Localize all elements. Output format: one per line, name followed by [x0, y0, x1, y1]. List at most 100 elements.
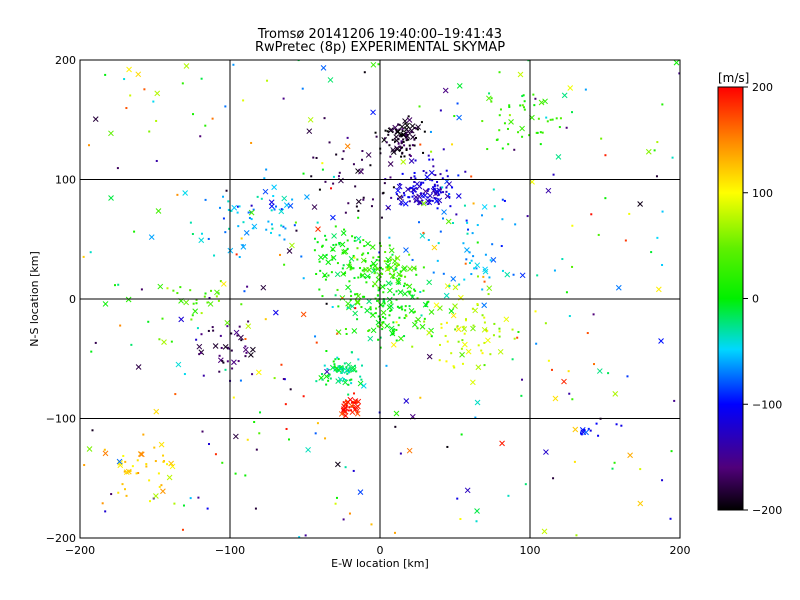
data-point-dot [236, 334, 239, 337]
data-point-dot [466, 232, 469, 235]
data-point-dot [565, 291, 568, 294]
data-point-dot [669, 517, 672, 520]
data-point-dot [392, 293, 395, 296]
data-point-dot [405, 283, 408, 286]
data-point-dot [173, 502, 176, 505]
data-point-dot [600, 137, 603, 140]
y-axis-label: N-S location [km] [28, 251, 41, 347]
data-point-dot [330, 271, 333, 274]
data-point-dot [517, 131, 520, 134]
data-point-dot [379, 244, 382, 247]
data-point-dot [467, 228, 470, 231]
data-point-dot [656, 141, 659, 144]
data-point-dot [408, 253, 411, 256]
colorbar-tick-label: −100 [752, 398, 782, 411]
data-point-dot [283, 263, 286, 266]
data-point-dot [463, 204, 466, 207]
data-point-cross [443, 292, 450, 299]
data-point-dot [207, 237, 210, 240]
data-point-cross [543, 449, 549, 455]
data-point-dot [400, 140, 403, 143]
data-point-dot [204, 292, 207, 295]
data-point-dot [189, 497, 192, 500]
data-point-dot [395, 321, 398, 324]
data-point-dot [214, 453, 217, 456]
data-point-dot [534, 310, 537, 313]
data-point-dot [325, 350, 328, 353]
data-point-dot [650, 251, 653, 254]
data-point-dot [319, 269, 322, 272]
data-point-dot [597, 434, 600, 437]
data-point-dot [125, 494, 128, 497]
data-point-dot [411, 144, 414, 147]
data-point-dot [375, 259, 378, 262]
data-point-dot [382, 191, 385, 194]
data-point-cross [474, 508, 480, 514]
data-point-dot [254, 507, 257, 510]
data-point-dot [508, 104, 511, 107]
data-point-dot [400, 142, 403, 145]
data-point-cross [278, 208, 285, 215]
colorbar [717, 86, 744, 511]
data-point-dot [342, 367, 345, 370]
data-point-dot [384, 129, 387, 132]
data-point-dot [238, 325, 241, 328]
data-point-dot [110, 493, 113, 496]
data-point-dot [541, 131, 544, 134]
grid-lines [80, 60, 680, 538]
data-point-cross [157, 283, 164, 290]
data-point-dot [147, 320, 150, 323]
data-point-dot [220, 346, 223, 349]
data-point-dot [546, 120, 549, 123]
data-point-dot [427, 188, 430, 191]
data-point-cross [345, 361, 352, 368]
data-point-dot [448, 192, 451, 195]
data-point-dot [511, 358, 514, 361]
data-point-cross [331, 233, 337, 239]
data-point-dot [481, 120, 484, 123]
data-point-dot [244, 345, 247, 348]
data-point-dot [334, 502, 337, 505]
data-point-dot [450, 352, 453, 355]
data-point-dot [399, 145, 402, 148]
data-point-dot [211, 326, 214, 329]
data-point-dot [419, 183, 422, 186]
data-point-dot [300, 255, 303, 258]
data-point-dot [409, 155, 412, 158]
data-point-dot [332, 360, 335, 363]
data-point-dot [470, 273, 473, 276]
data-point-dot [190, 318, 193, 321]
data-point-dot [445, 190, 448, 193]
data-point-cross [158, 441, 165, 448]
data-point-dot [395, 257, 398, 260]
data-point-dot [248, 217, 251, 220]
data-point-dot [678, 72, 680, 75]
data-point-dot [357, 216, 360, 219]
data-point-dot [420, 314, 423, 317]
data-point-dot [399, 270, 402, 273]
data-point-dot [345, 404, 348, 407]
data-point-dot [356, 292, 359, 295]
data-point-dot [604, 154, 607, 157]
data-point-dot [544, 322, 547, 325]
data-point-cross [161, 339, 167, 346]
data-point-dot [361, 150, 364, 153]
data-point-dot [160, 484, 163, 487]
data-point-dot [344, 272, 347, 275]
data-point-dot [250, 204, 253, 207]
data-point-dot [224, 368, 227, 371]
data-point-dot [327, 375, 330, 378]
data-point-dot [350, 378, 353, 381]
data-point-dot [125, 107, 128, 110]
data-point-dot [392, 321, 395, 324]
data-point-dot [464, 319, 467, 322]
data-point-cross [355, 198, 362, 205]
data-point-dot [486, 148, 489, 151]
data-point-dot [431, 179, 434, 182]
data-point-dot [263, 177, 266, 180]
data-point-dot [444, 334, 447, 337]
data-point-cross [102, 301, 109, 307]
data-point-cross [168, 460, 174, 467]
data-point-dot [597, 233, 600, 236]
data-point-dot [346, 402, 349, 405]
